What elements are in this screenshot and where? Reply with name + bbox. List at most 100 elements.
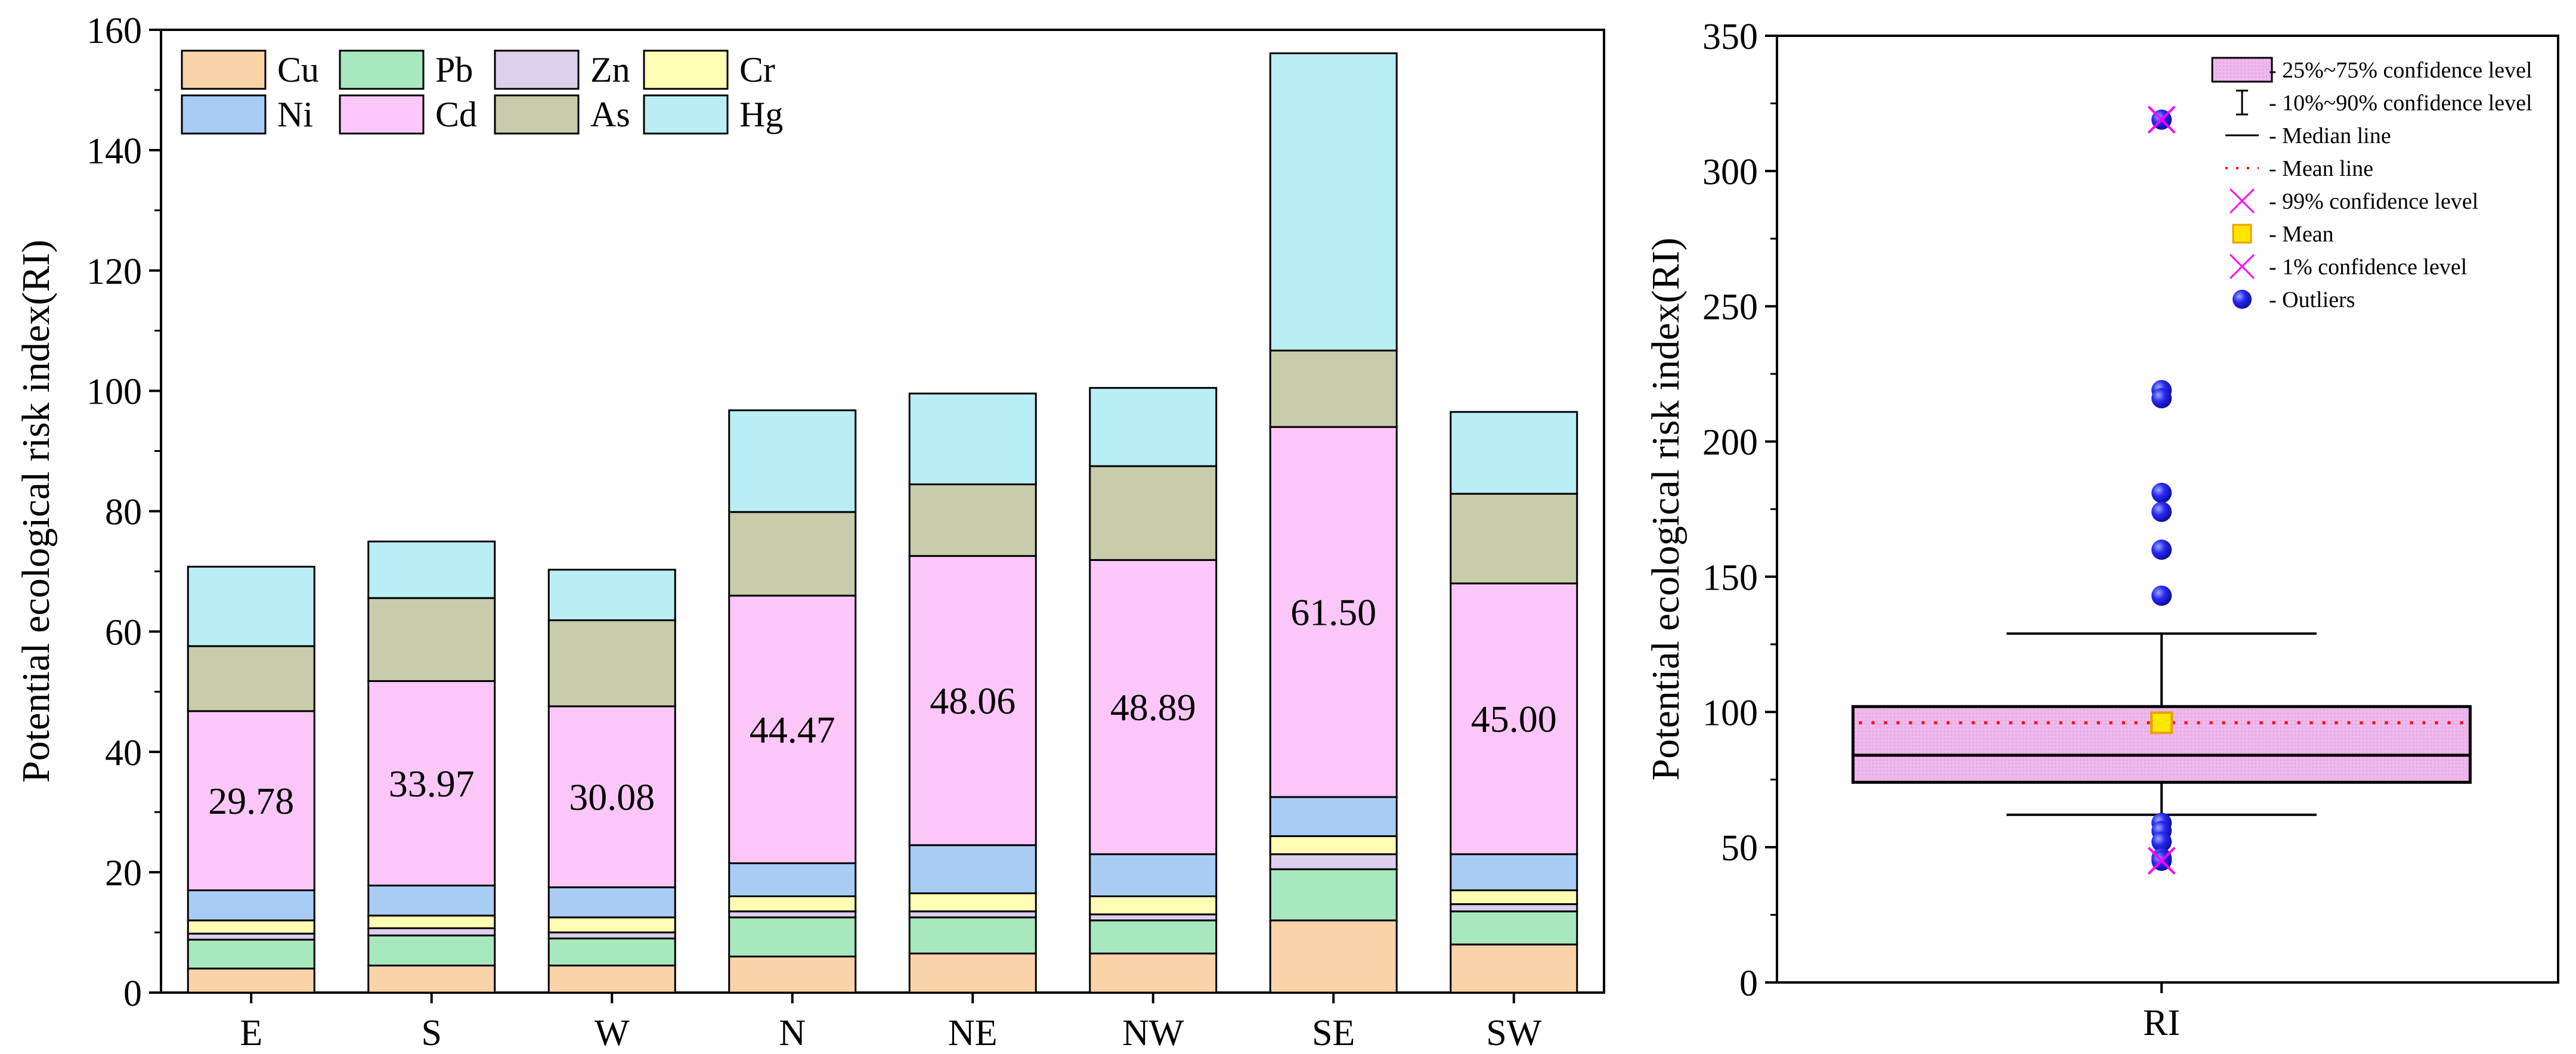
y-tick-label: 40 [105,733,142,773]
box-y-axis-label: Potential ecological risk index(RI) [1644,238,1688,781]
legend-label-ni: Ni [277,95,313,134]
box-legend-label-meanline: - Mean line [2269,156,2373,181]
bar-segment-pb-e [187,938,315,970]
x-tick-label-sw: SW [1486,1013,1541,1053]
bar-segment-zn-nw [1089,913,1218,922]
legend-swatch-ni [181,94,267,135]
box-legend-item-median: - Median line [2225,123,2391,148]
bar-segment-as-se [1269,349,1398,428]
box-y-tick-label: 250 [1702,287,1758,328]
x-tick-label-s: S [422,1013,442,1053]
bar-segment-ni-s [367,884,496,917]
bar-segment-cr-s [367,914,496,929]
legend-label-zn: Zn [590,50,630,89]
box-legend-item-mean: - Mean [2232,222,2334,247]
y-tick-label: 80 [105,492,142,533]
bar-segment-cr-w [547,916,676,934]
x-tick-label-e: E [240,1013,262,1053]
box-y-tick-label: 50 [1721,828,1758,869]
outlier-point [2151,540,2172,560]
data-label-cd-e: 29.78 [208,780,294,822]
bar-segment-as-w [547,619,676,708]
legend-label-as: As [590,95,630,134]
bar-y-axis-label: Potential ecological risk index(RI) [14,240,58,783]
legend-swatch-cd [339,94,425,135]
box-legend-item-whisker: - 10%~90% confidence level [2236,89,2532,116]
data-label-cd-se: 61.50 [1290,591,1376,634]
bar-segment-pb-se [1269,868,1398,922]
bar-segment-pb-w [547,937,676,967]
bar-segment-ni-e [187,889,315,922]
y-tick-label: 0 [123,974,142,1014]
bar-segment-cr-ne [908,892,1037,913]
bar-segment-ni-w [547,886,676,919]
box-legend-label-outlier: - Outliers [2269,287,2355,312]
box-legend-item-p1: - 1% confidence level [2229,253,2467,280]
bar-segment-hg-sw [1450,411,1578,495]
bar-segment-as-nw [1089,465,1218,561]
box-legend-item-p99: - 99% confidence level [2229,188,2478,214]
bar-segment-cd-nw [1089,559,1218,855]
bar-segment-cd-n [728,594,857,864]
bar-segment-pb-nw [1089,919,1218,954]
bar-segment-pb-s [367,934,496,967]
box-x-tick-label: RI [2143,1003,2180,1043]
bar-segment-hg-w [547,569,676,621]
legend-label-cr: Cr [739,50,775,89]
bar-segment-zn-n [728,910,857,919]
box-y-tick-label: 350 [1702,17,1758,57]
bar-segment-cd-se [1269,426,1398,798]
bar-segment-pb-sw [1450,910,1578,946]
outlier-point [2151,501,2172,522]
bar-segment-pb-n [728,916,857,957]
left-y-axis: 0 20 40 60 80 100 120 140 160 [86,11,161,1014]
data-label-cd-nw: 48.89 [1110,686,1196,728]
bar-segment-cr-se [1269,835,1398,855]
legend-label-cu: Cu [277,50,319,89]
bar-segment-cd-s [367,680,496,886]
stacked-bars: 29.78 33.97 30.08 44.47 48.06 48.89 61.50 45.00 [187,52,1578,994]
legend-swatch-hg [643,94,729,135]
x-tick-label-w: W [595,1013,630,1053]
stacked-bar-chart: 29.78 33.97 30.08 44.47 48.06 48.89 61.50 45.00… [14,11,1605,1053]
legend-swatch-cu [181,49,267,90]
box-legend-label-median: - Median line [2269,123,2391,148]
bar-segment-ni-se [1269,796,1398,838]
bar-segment-cd-ne [908,555,1037,847]
bar-segment-hg-e [187,566,315,647]
bar-segment-as-s [367,597,496,682]
y-tick-label: 100 [86,372,142,413]
outlier-point [2151,832,2172,852]
box-legend: - 25%~75% confidence level - 10%~90% conf… [2211,57,2532,312]
data-label-cd-n: 44.47 [750,709,835,751]
y-tick-label: 20 [105,853,142,894]
bar-segment-zn-w [547,931,676,940]
box-legend-label-p1: - 1% confidence level [2269,255,2467,280]
bar-segment-hg-s [367,540,496,599]
y-tick-label: 140 [86,131,142,172]
box-y-tick-label: 100 [1702,693,1758,733]
legend-swatch-zn [494,49,580,90]
bar-segment-cr-e [187,919,315,935]
mean-marker [2150,711,2173,734]
bar-segment-cu-s [367,965,496,994]
bar-segment-cr-nw [1089,895,1218,916]
bar-segment-cu-se [1269,919,1398,994]
box-legend-label-mean: - Mean [2269,222,2334,247]
bar-segment-zn-s [367,927,496,937]
legend-label-cd: Cd [435,95,477,134]
box-y-tick-label: 300 [1702,152,1758,193]
bar-segment-cu-nw [1089,952,1218,994]
bar-segment-zn-ne [908,910,1037,919]
bar-segment-pb-ne [908,916,1037,954]
bar-segment-cu-sw [1450,943,1578,994]
bar-segment-ni-ne [908,844,1037,894]
legend-label-hg: Hg [739,95,783,134]
bar-segment-ni-n [728,862,857,897]
x-tick-label-nw: NW [1122,1013,1184,1053]
right-y-axis: 0 50 100 150 200 250 300 350 [1702,17,1777,1004]
box-y-tick-label: 150 [1702,557,1758,598]
box-legend-label-box: - 25%~75% confidence level [2269,58,2532,83]
box-plot [1852,106,2472,993]
y-tick-label: 60 [105,612,142,653]
